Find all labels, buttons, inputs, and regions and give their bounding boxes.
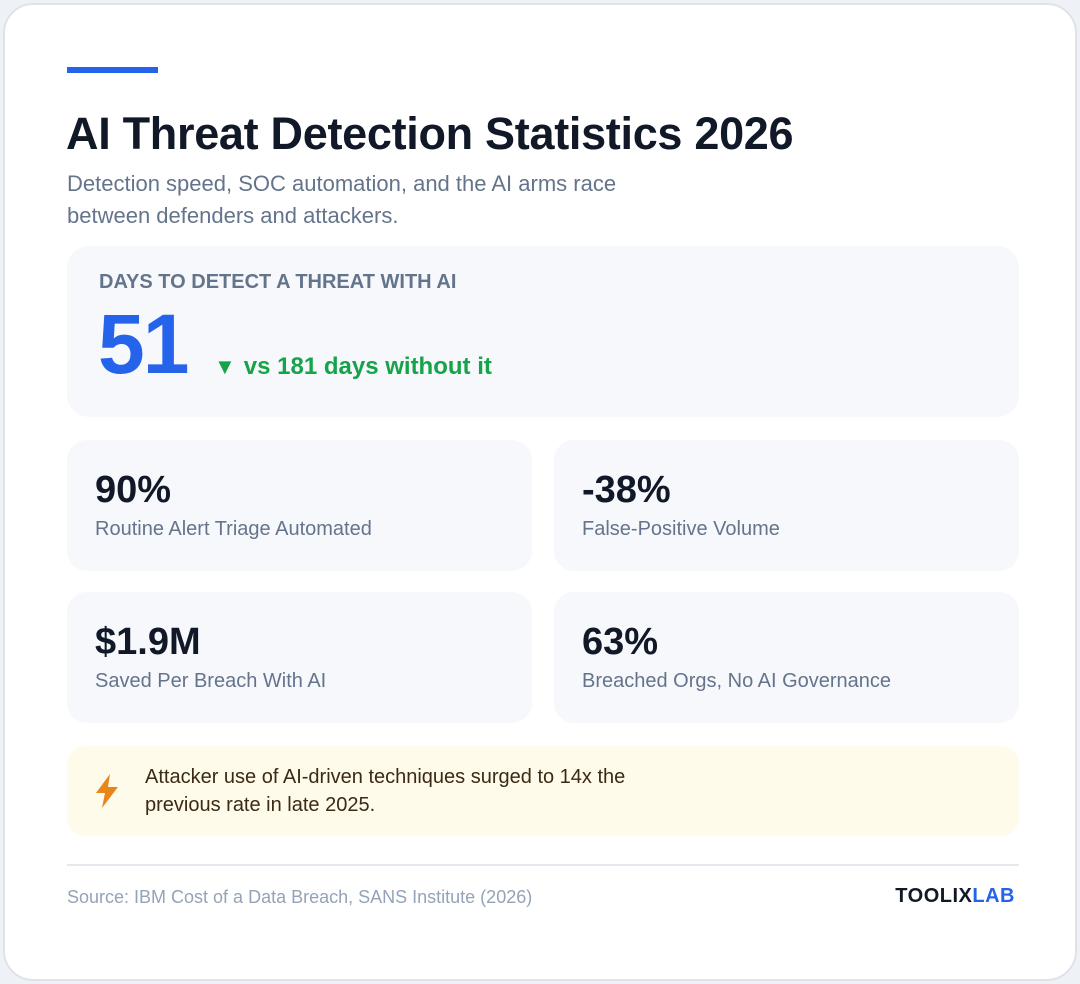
stat-card-governance: 63% Breached Orgs, No AI Governance [554, 592, 1019, 723]
hero-stat-panel: DAYS TO DETECT A THREAT WITH AI 51 ▼ vs … [67, 246, 1019, 417]
hero-stat-label: DAYS TO DETECT A THREAT WITH AI [99, 271, 457, 293]
stat-label: Breached Orgs, No AI Governance [582, 670, 892, 692]
callout-note-text: Attacker use of AI-driven techniques sur… [145, 766, 626, 816]
stat-label: Saved Per Breach With AI [95, 670, 327, 692]
brand-logo: TOOLIXLAB [895, 885, 1015, 908]
lightning-bolt-icon [96, 774, 118, 808]
accent-bar [67, 67, 158, 73]
hero-stat-value: 51 [98, 297, 189, 391]
stat-value: 90% [95, 469, 172, 511]
stat-label: False-Positive Volume [582, 518, 780, 540]
stat-card-savings: $1.9M Saved Per Breach With AI [67, 592, 532, 723]
hero-stat-delta: ▼ vs 181 days without it [214, 353, 492, 381]
stat-card-false-positive: -38% False-Positive Volume [554, 440, 1019, 571]
callout-note: Attacker use of AI-driven techniques sur… [67, 746, 1019, 836]
infographic-card: AI Threat Detection Statistics 2026 Dete… [3, 3, 1077, 981]
hero-stat-delta-text: vs 181 days without it [243, 353, 492, 380]
brand-logo-part2: LAB [972, 885, 1015, 907]
brand-logo-part1: TOOLIX [895, 885, 973, 907]
page-title: AI Threat Detection Statistics 2026 [66, 108, 794, 159]
stat-value: 63% [582, 621, 659, 663]
source-citation: Source: IBM Cost of a Data Breach, SANS … [67, 887, 533, 907]
stat-value: $1.9M [95, 621, 201, 663]
page-subtitle: Detection speed, SOC automation, and the… [67, 171, 617, 228]
footer-divider [67, 864, 1019, 866]
stat-label: Routine Alert Triage Automated [95, 518, 372, 540]
stat-card-triage: 90% Routine Alert Triage Automated [67, 440, 532, 571]
down-arrow-icon: ▼ [214, 354, 236, 379]
stat-value: -38% [582, 469, 671, 511]
